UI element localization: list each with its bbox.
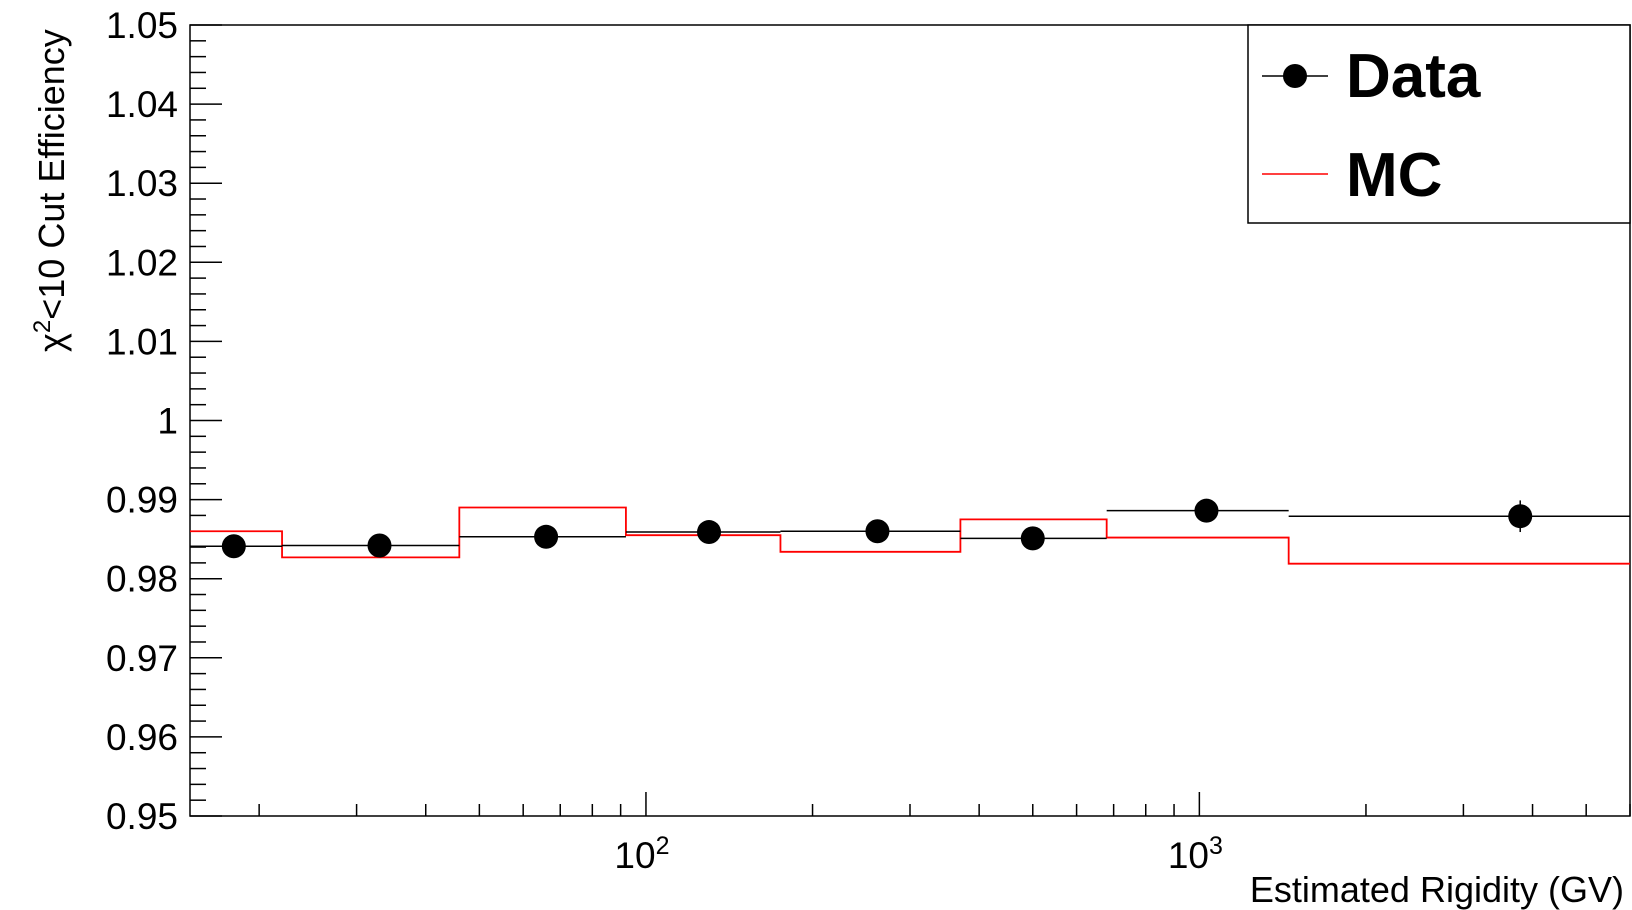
x-tick-label-exponent: 2	[656, 832, 670, 860]
y-axis-title-rest: <10 Cut Efficiency	[31, 29, 72, 320]
y-axis-title-superscript: 2	[29, 320, 56, 333]
y-tick-label: 1.04	[106, 84, 178, 125]
y-tick-label: 0.98	[106, 559, 178, 600]
y-axis-tick-labels: 0.95 0.96 0.97 0.98 0.99 1 1.01 1.02 1.03 1.04 1.0…	[106, 5, 178, 837]
legend: Data MC	[1247, 24, 1631, 224]
legend-data-marker	[1283, 64, 1307, 88]
x-tick-label-base: 10	[614, 835, 655, 876]
x-tick-label-exponent: 3	[1209, 832, 1223, 860]
x-axis-tick-labels: 102 103	[614, 832, 1222, 876]
x-tick-label-base: 10	[1168, 835, 1209, 876]
y-tick-label: 1.03	[106, 163, 178, 204]
legend-data-label: Data	[1346, 42, 1481, 111]
y-tick-label: 0.96	[106, 717, 178, 758]
y-tick-label: 0.99	[106, 480, 178, 521]
legend-mc-label: MC	[1346, 141, 1442, 210]
y-tick-label: 1.05	[106, 5, 178, 46]
y-tick-label: 1	[157, 401, 178, 442]
y-tick-label: 1.02	[106, 242, 178, 283]
data-point	[1194, 498, 1219, 523]
data-point	[221, 534, 246, 559]
y-tick-label: 0.95	[106, 796, 178, 837]
x-tick-label: 103	[1168, 832, 1223, 876]
x-tick-label: 102	[614, 832, 669, 876]
data-point	[534, 524, 559, 549]
data-series	[190, 498, 1630, 559]
data-point	[865, 519, 890, 544]
mc-step-line	[190, 506, 1630, 565]
legend-box	[1247, 24, 1631, 224]
y-axis-title: χ2<10 Cut Efficiency	[29, 29, 72, 352]
x-axis-title: Estimated Rigidity (GV)	[1250, 869, 1624, 910]
data-point	[1508, 504, 1533, 529]
data-point	[1020, 526, 1045, 551]
y-axis-ticks	[190, 24, 222, 817]
y-tick-label: 0.97	[106, 638, 178, 679]
y-axis-title-symbol: χ	[31, 333, 72, 352]
data-point	[697, 520, 722, 545]
data-point	[367, 533, 392, 558]
y-tick-label: 1.01	[106, 321, 178, 362]
x-axis-ticks	[258, 792, 1631, 816]
mc-series	[190, 506, 1630, 565]
